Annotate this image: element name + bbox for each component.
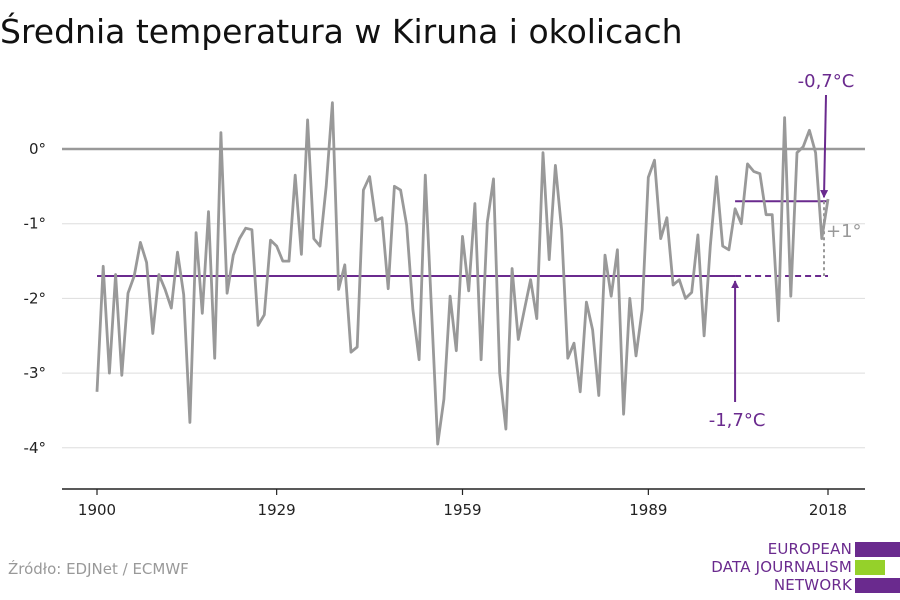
annotations: -1,7°C -0,7°C +1°: [709, 71, 862, 431]
y-tick-label: -1°: [24, 215, 46, 233]
y-tick-label: -2°: [24, 289, 46, 307]
logo-bar-purple-bottom: [855, 578, 900, 593]
y-tick-label: -4°: [24, 439, 46, 457]
logo-line-2: DATA JOURNALISM: [711, 558, 852, 576]
logo-line-1: EUROPEAN: [767, 540, 852, 558]
logo-bar-purple-top: [855, 542, 900, 557]
source-note: Źródło: EDJNet / ECMWF: [8, 560, 189, 578]
x-tick-label: 1900: [78, 501, 116, 519]
x-tick-label: 1959: [443, 501, 481, 519]
difference-label: +1°: [826, 221, 862, 242]
axes: 0° -1° -2° -3° -4° 1900 1929 1959 1989 2018: [24, 140, 865, 519]
x-tick-label: 1989: [629, 501, 667, 519]
chart-title: Średnia temperatura w Kiruna i okolicach: [0, 12, 683, 51]
baseline-average-label: -1,7°C: [709, 410, 766, 431]
grid-lines: [62, 147, 865, 449]
recent-average-label: -0,7°C: [798, 71, 855, 92]
logo-line-3: NETWORK: [773, 576, 852, 594]
temperature-chart: 0° -1° -2° -3° -4° 1900 1929 1959 1989 2018 -1,7°…: [24, 71, 865, 519]
edjnet-logo: EUROPEAN DATA JOURNALISM NETWORK: [700, 538, 900, 596]
series-layer: [95, 101, 830, 446]
y-tick-label: 0°: [29, 140, 46, 158]
logo-bar-green: [855, 560, 885, 575]
temperature-series-line: [95, 101, 830, 446]
recent-arrow: [820, 94, 829, 199]
x-tick-label: 2018: [809, 501, 847, 519]
x-tick-label: 1929: [258, 501, 296, 519]
y-tick-label: -3°: [24, 364, 46, 382]
